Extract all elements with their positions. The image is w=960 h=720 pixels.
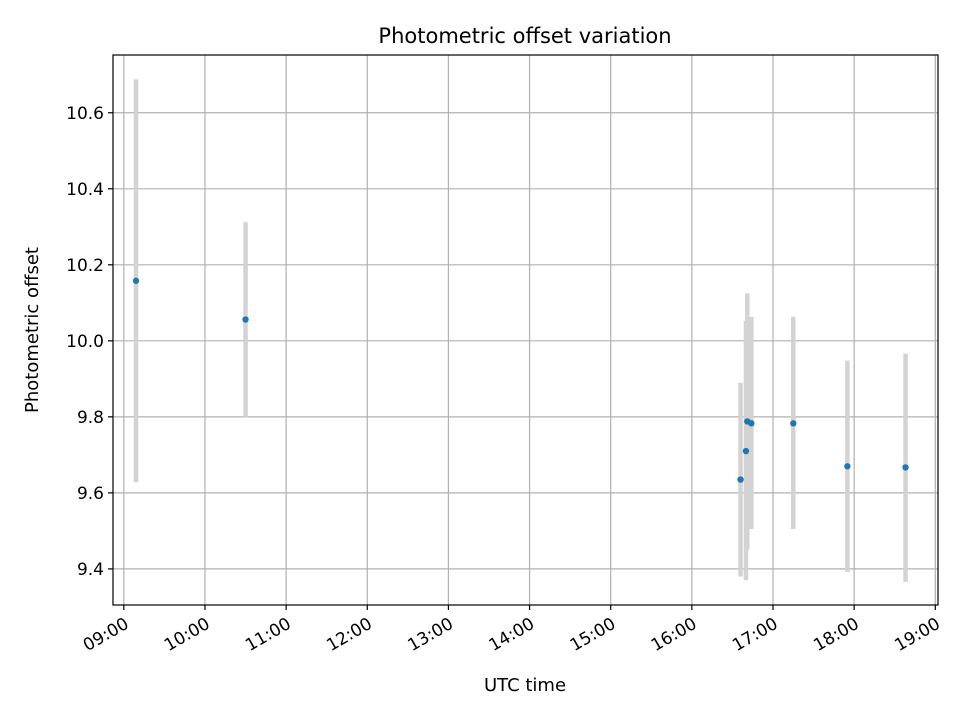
y-axis-label: Photometric offset [22,247,43,413]
data-point [737,476,744,483]
x-tick-label: 11:00 [242,614,294,656]
error-bars [133,79,908,582]
data-point [902,464,909,471]
data-point [242,316,249,323]
x-tick-label: 16:00 [648,614,700,656]
y-tick-label: 9.4 [77,560,104,580]
x-tick-label: 18:00 [810,614,862,656]
y-tick-label: 10.2 [66,256,104,276]
data-point [132,277,140,284]
grid [113,55,938,605]
x-tick-label: 19:00 [891,614,943,656]
y-tick-label: 10.0 [66,332,104,352]
x-tick-label: 15:00 [567,614,619,656]
y-tick-label: 10.4 [66,180,104,200]
x-tick-label: 14:00 [486,614,538,656]
data-points [132,277,909,483]
y-axis-ticks: 9.4 9.6 9.8 10.0 10.2 10.4 10.6 [66,104,113,580]
x-axis-ticks: 09:00 10:00 11:00 12:00 13:00 14:00 15:00 16:00… [80,605,944,656]
data-point [790,420,797,427]
data-point [748,420,755,427]
x-tick-label: 10:00 [161,614,213,656]
chart-title: Photometric offset variation [378,24,671,48]
x-axis-label: UTC time [484,675,566,696]
x-tick-label: 13:00 [404,614,456,656]
y-tick-label: 9.6 [77,484,104,504]
y-tick-label: 9.8 [77,408,104,428]
x-tick-label: 17:00 [729,614,781,656]
y-tick-label: 10.6 [66,104,104,124]
data-point [844,463,851,470]
x-tick-label: 09:00 [80,614,132,656]
data-point [742,447,750,455]
x-tick-label: 12:00 [323,614,375,656]
plot-frame [112,54,939,606]
